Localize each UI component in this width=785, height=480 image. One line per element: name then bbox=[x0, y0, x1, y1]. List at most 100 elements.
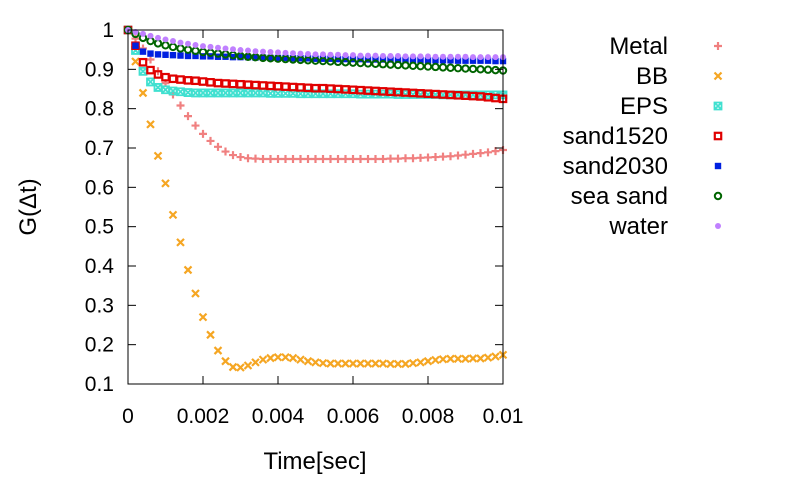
data-point bbox=[221, 79, 230, 88]
data-point bbox=[259, 54, 267, 61]
data-point bbox=[356, 155, 365, 164]
data-point bbox=[333, 84, 343, 94]
legend: Metal BB EPS sand1520 sand2030 sea sand water bbox=[563, 33, 723, 240]
data-point bbox=[318, 56, 328, 66]
data-point bbox=[198, 312, 208, 322]
data-point bbox=[363, 59, 373, 68]
data-point bbox=[297, 50, 304, 57]
data-point bbox=[258, 53, 268, 63]
data-point bbox=[290, 50, 296, 57]
data-point bbox=[393, 60, 403, 70]
data-point bbox=[401, 88, 410, 97]
data-point bbox=[484, 148, 492, 157]
data-point bbox=[394, 154, 402, 163]
data-point bbox=[477, 57, 484, 64]
data-point bbox=[424, 153, 432, 162]
data-point bbox=[305, 50, 311, 57]
legend-label: Metal bbox=[609, 33, 668, 60]
data-point bbox=[138, 88, 148, 98]
data-point bbox=[200, 43, 206, 50]
data-point bbox=[386, 87, 395, 97]
legend-marker bbox=[713, 71, 723, 81]
data-point bbox=[266, 54, 275, 63]
data-point bbox=[416, 358, 425, 367]
data-point bbox=[176, 44, 185, 53]
data-point bbox=[395, 52, 401, 59]
data-point bbox=[357, 52, 364, 59]
data-point bbox=[244, 154, 252, 163]
data-point bbox=[153, 39, 163, 48]
data-point bbox=[312, 55, 319, 62]
data-point bbox=[266, 155, 275, 164]
data-point bbox=[162, 51, 169, 58]
data-point bbox=[230, 46, 236, 53]
data-point bbox=[282, 49, 289, 56]
data-point bbox=[348, 85, 358, 95]
data-point bbox=[491, 65, 500, 75]
data-point bbox=[303, 83, 313, 93]
data-point bbox=[138, 66, 148, 76]
y-tick-label: 0.6 bbox=[85, 176, 114, 199]
y-tick-label: 0.3 bbox=[85, 294, 114, 317]
data-point bbox=[311, 56, 320, 65]
legend-item-sea-sand: sea sand bbox=[571, 183, 723, 210]
data-point bbox=[483, 65, 493, 74]
data-point bbox=[440, 53, 446, 60]
data-point bbox=[424, 57, 432, 64]
data-point bbox=[258, 88, 268, 98]
legend-marker bbox=[713, 101, 723, 111]
series-water bbox=[125, 27, 506, 61]
y-tick-label: 0.1 bbox=[85, 373, 114, 396]
data-point bbox=[252, 48, 259, 55]
x-tick-label: 0.006 bbox=[327, 405, 380, 428]
data-point bbox=[311, 358, 320, 367]
data-point bbox=[341, 85, 350, 94]
data-point bbox=[311, 83, 320, 93]
data-point bbox=[206, 330, 215, 340]
data-point bbox=[348, 58, 358, 67]
data-point bbox=[393, 87, 403, 97]
legend-item-metal: Metal bbox=[609, 33, 722, 60]
data-point bbox=[199, 129, 207, 138]
data-point bbox=[259, 155, 267, 164]
data-point bbox=[206, 48, 215, 58]
data-point bbox=[378, 60, 388, 69]
data-point bbox=[483, 92, 493, 102]
legend-item-eps: EPS bbox=[620, 93, 723, 120]
data-point bbox=[207, 43, 214, 50]
data-point bbox=[281, 82, 290, 91]
data-point bbox=[341, 58, 350, 67]
data-point bbox=[410, 53, 416, 60]
data-point bbox=[378, 87, 388, 96]
data-point bbox=[191, 46, 200, 56]
data-point bbox=[282, 54, 289, 62]
data-point bbox=[334, 155, 342, 164]
data-point bbox=[273, 54, 283, 63]
data-point bbox=[273, 88, 283, 98]
data-point bbox=[267, 54, 274, 62]
data-point bbox=[303, 56, 313, 65]
data-point bbox=[439, 57, 447, 64]
data-point bbox=[237, 47, 244, 54]
data-point bbox=[386, 359, 395, 369]
data-point bbox=[146, 65, 155, 75]
data-point bbox=[492, 54, 499, 61]
data-point bbox=[447, 57, 454, 64]
data-point bbox=[446, 63, 455, 72]
data-point bbox=[229, 53, 237, 61]
data-point bbox=[372, 52, 379, 59]
data-point bbox=[318, 358, 328, 368]
data-point bbox=[416, 153, 425, 162]
data-point bbox=[416, 61, 425, 71]
data-point bbox=[176, 75, 185, 84]
legend-item-bb: BB bbox=[636, 63, 723, 90]
data-point bbox=[446, 354, 455, 364]
data-point bbox=[394, 56, 402, 64]
data-point bbox=[461, 91, 470, 100]
data-point bbox=[258, 355, 268, 364]
data-point bbox=[446, 90, 455, 100]
legend-label: BB bbox=[636, 63, 668, 90]
data-point bbox=[438, 354, 448, 364]
data-point bbox=[267, 49, 274, 56]
